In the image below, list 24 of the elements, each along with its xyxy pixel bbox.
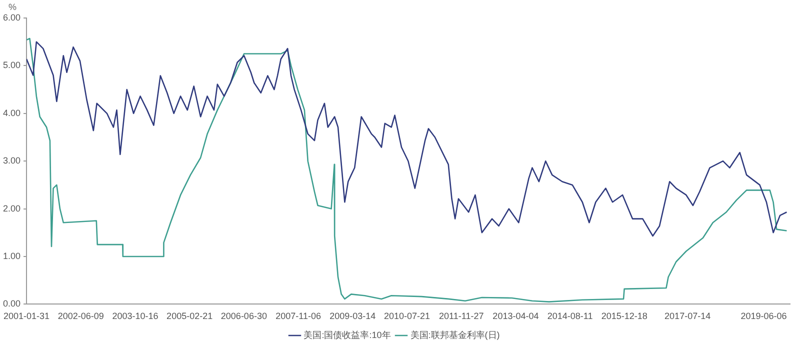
y-tick-label: 5.00 <box>2 60 21 70</box>
x-tick-label: 2013-04-04 <box>492 311 539 322</box>
legend-label: 美国:国债收益率:10年 <box>304 330 391 340</box>
x-tick-label: 2005-02-21 <box>166 311 213 322</box>
y-tick-label: 0.00 <box>2 298 21 309</box>
x-tick-label: 2002-06-09 <box>58 311 104 322</box>
x-tick-label: 2017-07-14 <box>664 311 711 322</box>
x-tick-label: 2011-11-27 <box>438 311 484 322</box>
x-tick-label: 2015-12-18 <box>601 311 648 322</box>
y-axis-title: % <box>8 2 17 12</box>
x-tick-label: 2019-06-06 <box>740 311 787 322</box>
y-tick-label: 3.00 <box>2 156 21 166</box>
x-tick-label: 2010-07-21 <box>384 311 430 322</box>
x-tick-label: 2003-10-16 <box>112 311 158 322</box>
y-tick-label: 4.00 <box>2 108 21 118</box>
x-tick-label: 2014-08-11 <box>547 311 593 322</box>
y-tick-label: 2.00 <box>2 203 21 214</box>
y-tick-label: 1.00 <box>2 250 21 261</box>
x-tick-label: 2007-11-06 <box>276 311 321 322</box>
y-tick-label: 6.00 <box>2 12 21 22</box>
x-tick-label: 2009-03-14 <box>330 311 376 322</box>
x-tick-label: 2006-06-30 <box>220 311 267 322</box>
x-tick-label: 2001-01-31 <box>3 311 50 322</box>
legend-label: 美国:联邦基金利率(日) <box>410 330 500 340</box>
